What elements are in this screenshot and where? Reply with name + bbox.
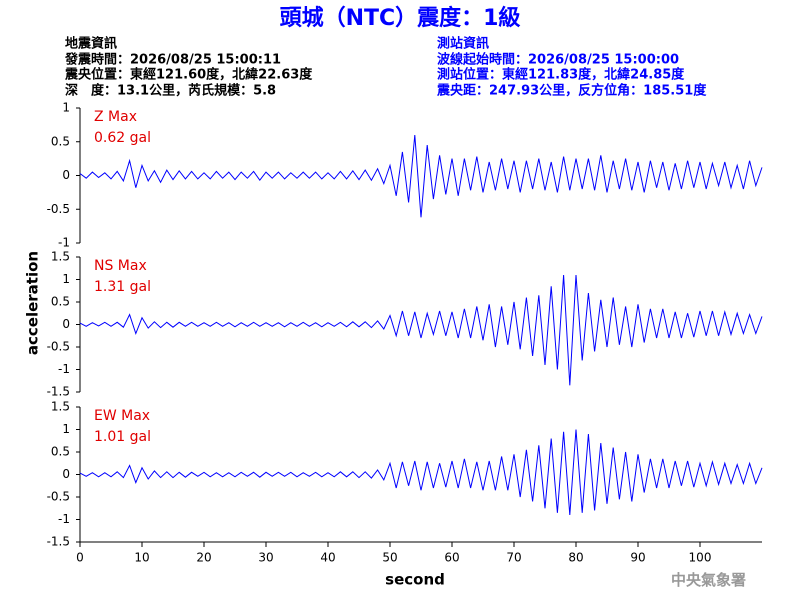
y-axis-label: acceleration [24,251,42,355]
y-tick-label: 0.5 [51,134,70,148]
x-tick-label: 90 [630,551,645,565]
y-tick-label: -0.5 [47,490,70,504]
y-tick-label: 1 [62,272,70,286]
y-tick-label: 1 [62,422,70,436]
info-line: 深 度：13.1公里，芮氏規模：5.8 [65,83,276,99]
info-line: 發震時間：2026/08/25 15:00:11 [64,52,281,68]
info-line: 測站位置：東經121.83度，北緯24.85度 [437,67,685,83]
x-tick-label: 80 [568,551,583,565]
x-tick-label: 20 [196,551,211,565]
y-tick-label: 0 [62,467,70,481]
x-tick-label: 0 [76,551,84,565]
x-tick-label: 30 [258,551,273,565]
y-tick-label: -1.5 [47,535,70,549]
waveform [79,429,763,516]
y-tick-label: 1.5 [51,250,70,264]
waveform [79,274,763,386]
y-tick-label: 0 [62,317,70,331]
x-tick-label: 40 [320,551,335,565]
info-line: 波線起始時間：2026/08/25 15:00:00 [437,52,679,68]
y-tick-label: -1 [58,236,70,250]
x-tick-label: 60 [444,551,459,565]
max-value: 1.31 gal [94,279,151,295]
y-tick-label: 1 [62,101,70,115]
y-tick-label: 0.5 [51,295,70,309]
y-tick-label: -0.5 [47,202,70,216]
x-tick-label: 10 [134,551,149,565]
footer-brand: 中央氣象署 [671,571,746,589]
info-line: 震央位置：東經121.60度，北緯22.63度 [64,67,313,83]
info-line: 地震資訊 [65,36,117,52]
info-line: 測站資訊 [437,36,489,52]
component-label: NS Max [94,258,147,274]
waveform [79,134,763,218]
y-tick-label: 0.5 [51,445,70,459]
y-tick-label: -1.5 [47,385,70,399]
y-tick-label: -1 [58,512,70,526]
x-tick-label: 100 [689,551,712,565]
component-label: Z Max [94,109,137,125]
y-tick-label: -0.5 [47,340,70,354]
x-tick-label: 70 [506,551,521,565]
x-tick-label: 50 [382,551,397,565]
x-axis-label: second [385,571,445,589]
max-value: 1.01 gal [94,429,151,445]
y-tick-label: -1 [58,362,70,376]
y-tick-label: 0 [62,168,70,182]
chart-title: 頭城（NTC）震度：1級 [280,5,521,31]
component-label: EW Max [94,408,150,424]
y-tick-label: 1.5 [51,400,70,414]
info-line: 震央距：247.93公里，反方位角：185.51度 [436,83,707,99]
max-value: 0.62 gal [94,130,151,146]
